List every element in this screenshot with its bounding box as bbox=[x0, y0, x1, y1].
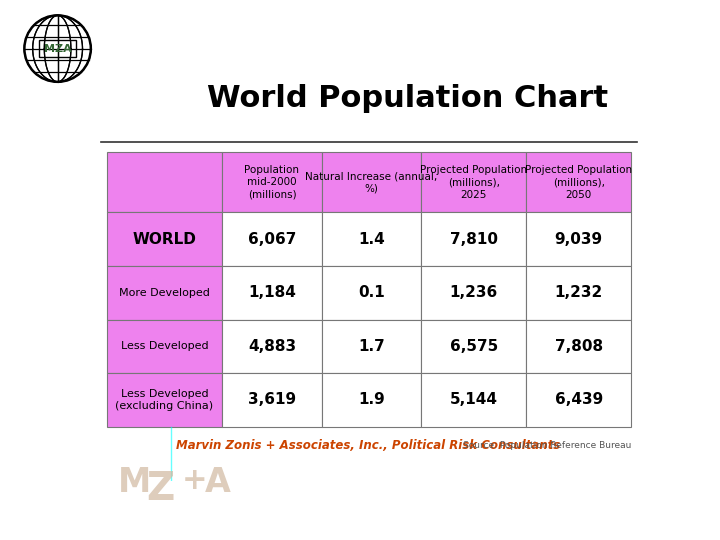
Text: 6,439: 6,439 bbox=[554, 392, 603, 407]
Text: 1,232: 1,232 bbox=[554, 285, 603, 300]
Bar bbox=[421, 320, 526, 373]
Text: 9,039: 9,039 bbox=[554, 232, 603, 247]
Text: Less Developed
(excluding China): Less Developed (excluding China) bbox=[115, 389, 214, 411]
Text: M: M bbox=[118, 466, 151, 499]
Text: 0.1: 0.1 bbox=[359, 285, 385, 300]
Text: 1.4: 1.4 bbox=[359, 232, 385, 247]
Bar bbox=[222, 152, 322, 213]
Bar bbox=[222, 213, 322, 266]
Text: WORLD: WORLD bbox=[132, 232, 197, 247]
Text: 1,184: 1,184 bbox=[248, 285, 296, 300]
Text: Marvin Zonis + Associates, Inc., Political Risk Consultants: Marvin Zonis + Associates, Inc., Politic… bbox=[176, 439, 561, 452]
Text: Population
mid-2000
(millions): Population mid-2000 (millions) bbox=[245, 165, 300, 200]
Text: Source: Population Reference Bureau: Source: Population Reference Bureau bbox=[463, 441, 631, 450]
Bar bbox=[526, 213, 631, 266]
Bar bbox=[322, 266, 421, 320]
Bar bbox=[322, 373, 421, 427]
Bar bbox=[421, 373, 526, 427]
Bar bbox=[421, 213, 526, 266]
Bar bbox=[322, 152, 421, 213]
Text: 7,810: 7,810 bbox=[450, 232, 498, 247]
Bar bbox=[421, 266, 526, 320]
Bar bbox=[526, 152, 631, 213]
Bar bbox=[107, 373, 222, 427]
Text: 5,144: 5,144 bbox=[450, 392, 498, 407]
Bar bbox=[222, 373, 322, 427]
Bar bbox=[107, 320, 222, 373]
Text: Natural Increase (annual,
%): Natural Increase (annual, %) bbox=[305, 171, 438, 193]
Text: 7,808: 7,808 bbox=[554, 339, 603, 354]
Text: Less Developed: Less Developed bbox=[121, 341, 208, 352]
Text: Z: Z bbox=[145, 470, 174, 508]
Text: A: A bbox=[204, 466, 230, 499]
Bar bbox=[421, 152, 526, 213]
Bar bbox=[107, 266, 222, 320]
Text: 6,067: 6,067 bbox=[248, 232, 296, 247]
Text: 1,236: 1,236 bbox=[450, 285, 498, 300]
Bar bbox=[222, 266, 322, 320]
Text: +: + bbox=[182, 466, 207, 495]
Bar bbox=[322, 213, 421, 266]
Text: 4,883: 4,883 bbox=[248, 339, 296, 354]
Text: 6,575: 6,575 bbox=[450, 339, 498, 354]
Bar bbox=[526, 320, 631, 373]
Bar bbox=[526, 266, 631, 320]
Bar bbox=[107, 152, 222, 213]
Bar bbox=[107, 213, 222, 266]
Text: More Developed: More Developed bbox=[119, 288, 210, 298]
Text: World Population Chart: World Population Chart bbox=[207, 84, 608, 112]
Text: Projected Population
(millions),
2025: Projected Population (millions), 2025 bbox=[420, 165, 528, 200]
Text: 3,619: 3,619 bbox=[248, 392, 296, 407]
Text: MZA: MZA bbox=[44, 44, 71, 53]
Bar bbox=[526, 373, 631, 427]
Bar bbox=[222, 320, 322, 373]
Text: Projected Population
(millions),
2050: Projected Population (millions), 2050 bbox=[526, 165, 632, 200]
Text: 1.9: 1.9 bbox=[359, 392, 385, 407]
Text: 1.7: 1.7 bbox=[359, 339, 385, 354]
Bar bbox=[322, 320, 421, 373]
FancyBboxPatch shape bbox=[40, 40, 76, 57]
